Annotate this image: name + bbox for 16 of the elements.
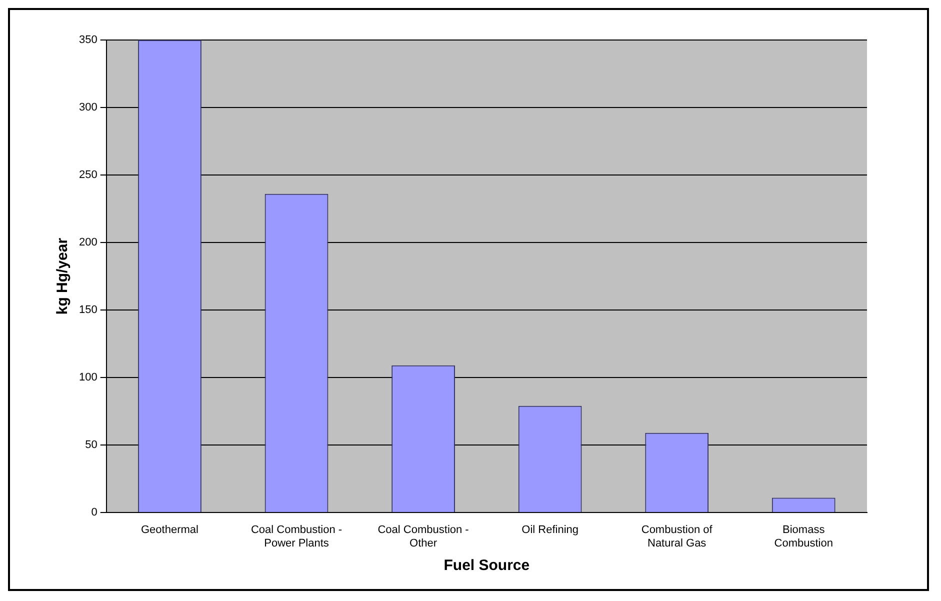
y-axis-title: kg Hg/year	[54, 238, 72, 315]
x-tick-label: Geothermal	[141, 524, 198, 536]
x-axis-title: Fuel Source	[444, 557, 530, 574]
x-tick-label: Biomass Combustion	[774, 524, 833, 550]
x-tick-label: Coal Combustion - Other	[378, 524, 470, 550]
y-tick-label: 250	[78, 169, 98, 182]
y-tick-label: 50	[85, 439, 98, 452]
y-tick-label: 300	[78, 102, 98, 114]
y-tick-label: 200	[78, 236, 98, 249]
y-tick-label: 0	[91, 506, 98, 519]
y-tick-label: 150	[78, 304, 98, 316]
x-tick-label: Coal Combustion - Power Plants	[250, 524, 342, 550]
y-tick-label: 350	[78, 34, 98, 46]
x-tick-label: Oil Refining	[522, 524, 578, 536]
y-tick-label: 100	[78, 372, 98, 384]
x-tick-label: Combustion of Natural Gas	[641, 524, 714, 550]
